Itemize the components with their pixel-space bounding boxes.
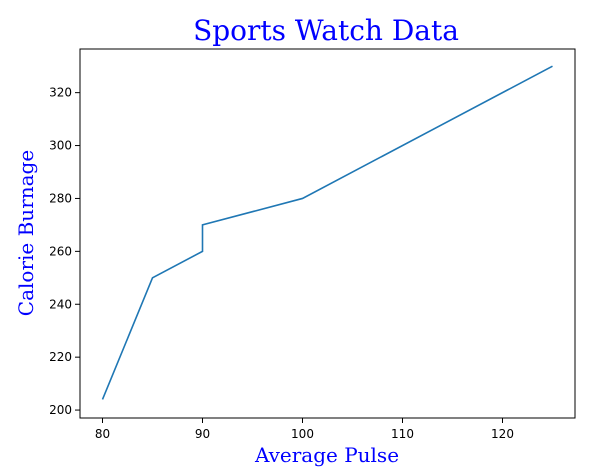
chart-title: Sports Watch Data <box>193 14 459 47</box>
y-tick-label: 260 <box>49 244 72 258</box>
x-tick-label: 80 <box>95 427 110 441</box>
y-axis-label: Calorie Burnage <box>14 150 38 316</box>
x-tick-label: 110 <box>391 427 414 441</box>
series-line-calorie-burnage <box>101 65 553 400</box>
x-tick-label: 120 <box>491 427 514 441</box>
y-tick-label: 200 <box>49 403 72 417</box>
y-tick-label: 320 <box>49 86 72 100</box>
y-tick-label: 280 <box>49 191 72 205</box>
y-axis-ticks: 200 220 240 260 280 300 320 <box>49 86 80 417</box>
plot-frame <box>79 48 576 419</box>
x-axis-ticks: 80 90 100 110 120 <box>95 418 514 441</box>
x-tick-label: 100 <box>291 427 314 441</box>
x-tick-label: 90 <box>195 427 210 441</box>
y-tick-label: 300 <box>49 139 72 153</box>
y-tick-label: 220 <box>49 350 72 364</box>
x-axis-label: Average Pulse <box>254 443 399 467</box>
y-tick-label: 240 <box>49 297 72 311</box>
